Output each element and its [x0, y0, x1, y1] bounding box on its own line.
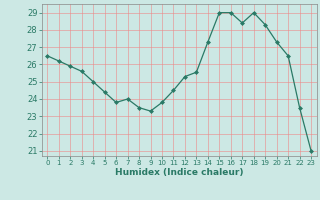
X-axis label: Humidex (Indice chaleur): Humidex (Indice chaleur) — [115, 168, 244, 177]
